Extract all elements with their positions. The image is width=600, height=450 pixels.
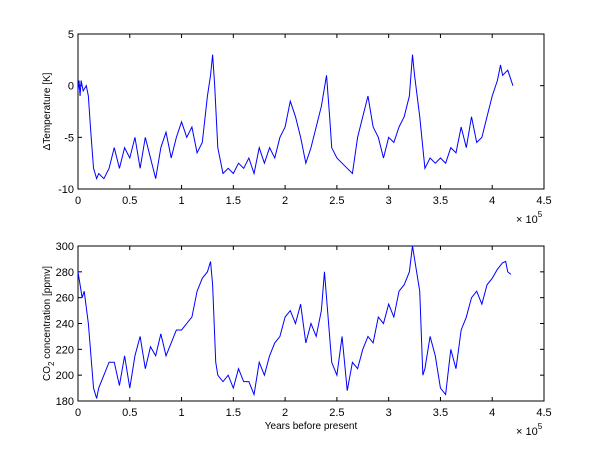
x-tick-label: 2.5 [329, 407, 344, 419]
x-tick-label: 4 [489, 195, 495, 207]
x-multiplier-exponent: 5 [538, 210, 543, 219]
y-tick-label: -10 [58, 184, 74, 196]
x-axis-label: Years before present [265, 421, 358, 432]
x-tick-label: 1 [178, 195, 184, 207]
y-axis-label-part: CO [42, 366, 53, 381]
x-tick-label: 3 [386, 195, 392, 207]
x-multiplier-exponent: 5 [538, 422, 543, 431]
y-axis-label: CO2 concentration [ppmv] [42, 266, 56, 381]
x-tick-label: 0.5 [122, 195, 137, 207]
x-tick-label: 0.5 [122, 407, 137, 419]
y-tick-label: 300 [56, 241, 74, 253]
x-tick-label: 0 [75, 195, 81, 207]
y-tick-label: 220 [56, 344, 74, 356]
x-tick-label: 1.5 [226, 195, 241, 207]
x-tick-label: 3.5 [433, 195, 448, 207]
x-tick-label: 3.5 [433, 407, 448, 419]
axes-box [77, 33, 545, 190]
data-line [77, 54, 514, 181]
x-tick-label: 4.5 [536, 407, 551, 419]
x-tick-label: 0 [75, 407, 81, 419]
x-tick-label: 4 [489, 407, 495, 419]
y-axis-label-subscript: 2 [47, 361, 56, 366]
y-tick-label: 0 [68, 81, 74, 93]
data-line [77, 245, 512, 399]
x-tick-label: 4.5 [536, 195, 551, 207]
y-tick-label: 240 [56, 319, 74, 331]
x-tick-label: 3 [386, 407, 392, 419]
x-multiplier: × 105 [516, 422, 543, 438]
y-axis-label-part: concentration [ppmv] [42, 266, 53, 362]
y-tick-label: -5 [64, 132, 74, 144]
y-tick-label: 180 [56, 396, 74, 408]
y-tick-label: 200 [56, 370, 74, 382]
y-tick-label: 5 [68, 29, 74, 41]
x-tick-label: 2 [282, 195, 288, 207]
x-tick-label: 1 [178, 407, 184, 419]
x-tick-label: 2 [282, 407, 288, 419]
x-multiplier-base: × 10 [516, 214, 538, 226]
y-tick-label: 260 [56, 293, 74, 305]
x-tick-label: 1.5 [226, 407, 241, 419]
x-multiplier: × 105 [516, 210, 543, 226]
y-tick-label: 280 [56, 267, 74, 279]
y-axis-label: ΔTemperature [K] [42, 72, 53, 150]
x-tick-label: 2.5 [329, 195, 344, 207]
x-multiplier-base: × 10 [516, 426, 538, 438]
